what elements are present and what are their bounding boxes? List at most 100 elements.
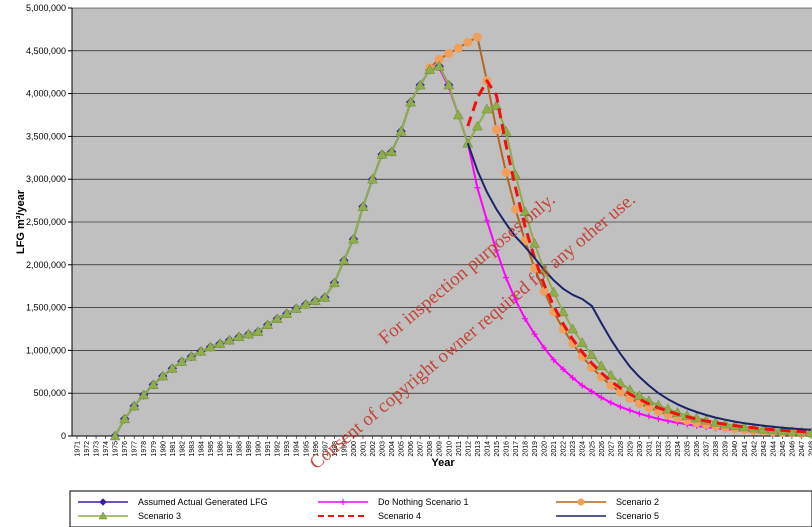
data-point bbox=[576, 337, 588, 347]
x-tick-label: 2037 bbox=[704, 441, 711, 457]
x-tick-label: 2043 bbox=[761, 441, 768, 457]
y-tick-label: 3,500,000 bbox=[26, 131, 66, 141]
legend-items: Assumed Actual Generated LFG Do Nothing S… bbox=[78, 497, 659, 521]
x-tick-label: 2013 bbox=[475, 441, 482, 457]
data-point bbox=[376, 148, 388, 159]
data-point bbox=[560, 366, 567, 373]
x-tick-label: 1977 bbox=[132, 441, 139, 457]
x-tick-label: 1985 bbox=[208, 441, 215, 457]
x-tick-label: 1997 bbox=[322, 441, 329, 457]
x-tick-label: 1989 bbox=[246, 441, 253, 457]
legend-item: Assumed Actual Generated LFG bbox=[78, 497, 268, 507]
data-point bbox=[340, 499, 346, 505]
x-tick-label: 2000 bbox=[351, 441, 358, 457]
data-point bbox=[481, 103, 493, 114]
y-tick-label: 5,000,000 bbox=[26, 3, 66, 13]
x-tick-label: 1975 bbox=[113, 441, 120, 457]
x-tick-label: 2004 bbox=[389, 441, 396, 457]
x-tick-label: 2040 bbox=[732, 441, 739, 457]
legend-label: Assumed Actual Generated LFG bbox=[138, 497, 268, 507]
x-tick-label: 1979 bbox=[151, 441, 158, 457]
data-point bbox=[309, 295, 321, 306]
legend-label: Do Nothing Scenario 1 bbox=[378, 497, 469, 507]
y-tick-label: 3,000,000 bbox=[26, 174, 66, 184]
data-point bbox=[579, 382, 586, 389]
series-group bbox=[109, 32, 812, 441]
x-tick-label: 2015 bbox=[494, 441, 501, 457]
data-point bbox=[607, 399, 614, 406]
series-5 bbox=[466, 79, 812, 434]
data-point bbox=[357, 201, 369, 211]
data-point bbox=[433, 60, 445, 71]
data-point bbox=[452, 109, 464, 120]
x-tick-label: 1982 bbox=[179, 441, 186, 457]
data-point bbox=[633, 390, 645, 401]
legend-item: Scenario 5 bbox=[556, 511, 659, 521]
x-tick-label: 2021 bbox=[551, 441, 558, 457]
data-point bbox=[655, 415, 662, 422]
data-point bbox=[557, 306, 569, 317]
y-tick-label: 0 bbox=[61, 431, 66, 441]
y-axis-title: LFG m³/year bbox=[15, 189, 27, 254]
series-line bbox=[466, 79, 812, 434]
x-tick-label: 2032 bbox=[656, 441, 663, 457]
x-tick-label: 2038 bbox=[713, 441, 720, 457]
x-tick-label: 1986 bbox=[217, 441, 224, 457]
data-point bbox=[281, 308, 293, 318]
data-point bbox=[491, 125, 501, 135]
data-point bbox=[252, 326, 264, 336]
data-point bbox=[138, 389, 150, 400]
y-tick-label: 500,000 bbox=[33, 388, 66, 398]
x-tick-label: 1999 bbox=[341, 441, 348, 457]
x-tick-label: 1996 bbox=[313, 441, 320, 457]
x-tick-label: 2033 bbox=[666, 441, 673, 457]
x-tick-label: 2019 bbox=[532, 441, 539, 457]
data-point bbox=[471, 120, 483, 131]
data-point bbox=[567, 323, 579, 334]
data-point bbox=[595, 360, 607, 371]
x-tick-label: 1971 bbox=[75, 441, 82, 457]
x-tick-label: 2005 bbox=[399, 441, 406, 457]
x-tick-label: 1988 bbox=[237, 441, 244, 457]
data-point bbox=[338, 255, 350, 265]
y-tick-label: 1,000,000 bbox=[26, 345, 66, 355]
x-tick-label: 1991 bbox=[265, 441, 272, 457]
data-point bbox=[645, 413, 652, 420]
y-axis-ticks: 0 500,000 1,000,000 1,500,000 2,000,000 2,500… bbox=[26, 3, 72, 441]
data-point bbox=[166, 362, 178, 373]
data-point bbox=[606, 380, 616, 390]
data-point bbox=[109, 430, 121, 441]
x-tick-label: 1980 bbox=[160, 441, 167, 457]
data-point bbox=[224, 334, 235, 345]
x-tick-label: 2008 bbox=[427, 441, 434, 457]
x-tick-label: 2016 bbox=[503, 441, 510, 457]
x-tick-label: 2014 bbox=[484, 441, 491, 457]
x-tick-label: 2023 bbox=[570, 441, 577, 457]
x-tick-label: 1984 bbox=[198, 441, 205, 457]
legend-item: Do Nothing Scenario 1 bbox=[318, 497, 469, 507]
x-tick-label: 1976 bbox=[122, 441, 129, 457]
x-tick-label: 2006 bbox=[408, 441, 415, 457]
data-point bbox=[501, 167, 511, 177]
data-point bbox=[319, 291, 331, 302]
x-tick-label: 2039 bbox=[723, 441, 730, 457]
x-tick-label: 2011 bbox=[456, 441, 463, 456]
x-tick-label: 1987 bbox=[227, 441, 234, 457]
data-point bbox=[636, 410, 643, 417]
data-point bbox=[290, 302, 302, 313]
legend-label: Scenario 5 bbox=[616, 511, 659, 521]
x-tick-label: 2048 bbox=[809, 441, 812, 457]
data-point bbox=[577, 498, 585, 506]
x-tick-label: 2009 bbox=[437, 441, 444, 457]
x-tick-label: 2036 bbox=[694, 441, 701, 457]
x-tick-label: 2003 bbox=[380, 441, 387, 457]
data-point bbox=[328, 277, 340, 288]
x-tick-label: 2041 bbox=[742, 441, 749, 457]
y-tick-label: 1,500,000 bbox=[26, 303, 66, 313]
x-tick-label: 2028 bbox=[618, 441, 625, 457]
data-point bbox=[512, 296, 519, 303]
x-tick-label: 2044 bbox=[770, 441, 777, 457]
data-point bbox=[405, 96, 417, 107]
x-tick-label: 2017 bbox=[513, 441, 520, 457]
y-tick-label: 4,500,000 bbox=[26, 46, 66, 56]
